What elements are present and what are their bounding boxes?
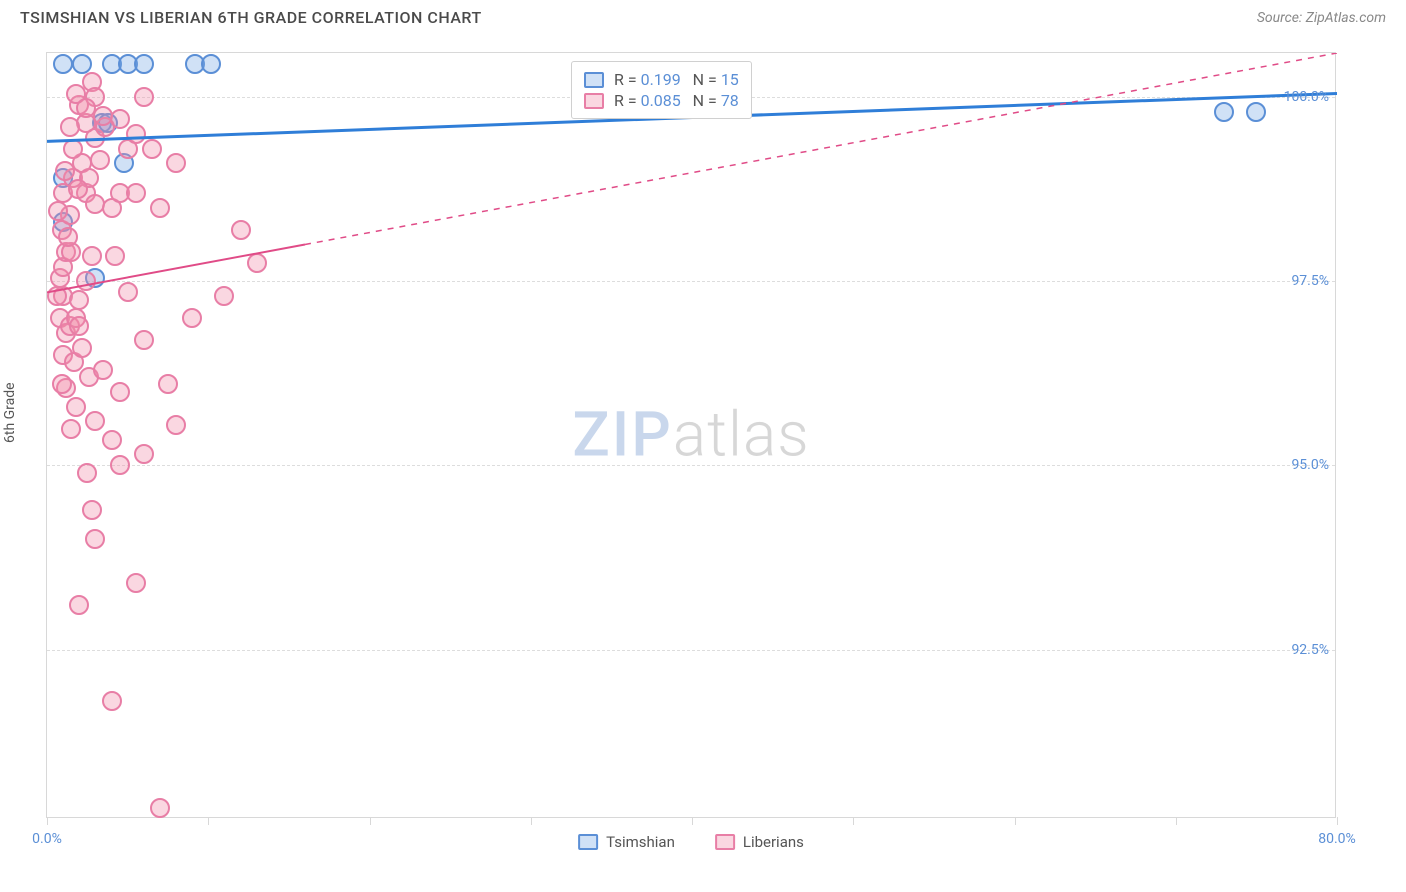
legend-label: Tsimshian: [606, 833, 675, 851]
data-point[interactable]: [76, 98, 96, 118]
data-point[interactable]: [69, 595, 89, 615]
legend-row: R = 0.085 N = 78: [584, 91, 739, 110]
data-point[interactable]: [61, 419, 81, 439]
y-tick-label: 92.5%: [1291, 642, 1329, 658]
data-point[interactable]: [134, 87, 154, 107]
data-point[interactable]: [126, 573, 146, 593]
x-tick: [853, 817, 854, 825]
plot-area: ZIPatlas R = 0.199 N = 15 R = 0.085 N = 7…: [46, 52, 1336, 818]
data-point[interactable]: [85, 529, 105, 549]
data-point[interactable]: [126, 124, 146, 144]
data-point[interactable]: [110, 455, 130, 475]
x-tick: [531, 817, 532, 825]
data-point[interactable]: [142, 139, 162, 159]
data-point[interactable]: [231, 220, 251, 240]
data-point[interactable]: [77, 463, 97, 483]
data-point[interactable]: [134, 54, 154, 74]
x-tick: [692, 817, 693, 825]
data-point[interactable]: [247, 253, 267, 273]
data-point[interactable]: [82, 500, 102, 520]
legend-item[interactable]: Tsimshian: [578, 833, 675, 851]
watermark: ZIPatlas: [572, 399, 809, 472]
y-tick-label: 100.0%: [1284, 89, 1329, 105]
series-legend: Tsimshian Liberians: [578, 833, 804, 851]
x-tick: [1176, 817, 1177, 825]
grid-line: [47, 465, 1335, 466]
grid-line: [47, 650, 1335, 651]
y-tick-label: 97.5%: [1291, 273, 1329, 289]
data-point[interactable]: [166, 415, 186, 435]
x-tick: [370, 817, 371, 825]
data-point[interactable]: [60, 117, 80, 137]
x-tick: [47, 817, 48, 825]
legend-item[interactable]: Liberians: [715, 833, 804, 851]
data-point[interactable]: [69, 316, 89, 336]
data-point[interactable]: [66, 397, 86, 417]
data-point[interactable]: [48, 201, 68, 221]
y-axis-label: 6th Grade: [2, 382, 18, 443]
legend-swatch: [715, 834, 735, 850]
data-point[interactable]: [105, 246, 125, 266]
legend-swatch: [578, 834, 598, 850]
data-point[interactable]: [110, 109, 130, 129]
data-point[interactable]: [76, 271, 96, 291]
data-point[interactable]: [134, 330, 154, 350]
data-point[interactable]: [63, 139, 83, 159]
data-point[interactable]: [150, 198, 170, 218]
data-point[interactable]: [134, 444, 154, 464]
x-tick-label: 0.0%: [32, 831, 62, 847]
legend-text: R = 0.199 N = 15: [614, 70, 739, 89]
data-point[interactable]: [110, 382, 130, 402]
data-point[interactable]: [58, 227, 78, 247]
source-attribution: Source: ZipAtlas.com: [1257, 10, 1386, 26]
data-point[interactable]: [68, 179, 88, 199]
correlation-legend: R = 0.199 N = 15 R = 0.085 N = 78: [571, 61, 752, 119]
data-point[interactable]: [53, 54, 73, 74]
data-point[interactable]: [102, 691, 122, 711]
legend-row: R = 0.199 N = 15: [584, 70, 739, 89]
x-tick: [1015, 817, 1016, 825]
data-point[interactable]: [72, 338, 92, 358]
data-point[interactable]: [201, 54, 221, 74]
x-tick-label: 80.0%: [1318, 831, 1356, 847]
data-point[interactable]: [69, 290, 89, 310]
data-point[interactable]: [1214, 102, 1234, 122]
y-tick-label: 95.0%: [1291, 457, 1329, 473]
legend-swatch: [584, 72, 604, 88]
data-point[interactable]: [93, 360, 113, 380]
trend-line-dashed: [305, 53, 1337, 245]
data-point[interactable]: [52, 374, 72, 394]
data-point[interactable]: [85, 411, 105, 431]
data-point[interactable]: [150, 798, 170, 818]
grid-line: [47, 281, 1335, 282]
data-point[interactable]: [126, 183, 146, 203]
data-point[interactable]: [1246, 102, 1266, 122]
data-point[interactable]: [47, 286, 67, 306]
data-point[interactable]: [90, 150, 110, 170]
header: TSIMSHIAN VS LIBERIAN 6TH GRADE CORRELAT…: [0, 0, 1406, 35]
data-point[interactable]: [55, 161, 75, 181]
chart-container: TSIMSHIAN VS LIBERIAN 6TH GRADE CORRELAT…: [0, 0, 1406, 892]
data-point[interactable]: [166, 153, 186, 173]
trend-lines: [47, 53, 1337, 819]
watermark-part2: atlas: [673, 399, 810, 472]
data-point[interactable]: [118, 282, 138, 302]
legend-label: Liberians: [743, 833, 804, 851]
data-point[interactable]: [158, 374, 178, 394]
chart-title: TSIMSHIAN VS LIBERIAN 6TH GRADE CORRELAT…: [20, 8, 482, 27]
data-point[interactable]: [102, 430, 122, 450]
x-tick: [1337, 817, 1338, 825]
data-point[interactable]: [214, 286, 234, 306]
data-point[interactable]: [182, 308, 202, 328]
legend-swatch: [584, 93, 604, 109]
data-point[interactable]: [72, 54, 92, 74]
legend-text: R = 0.085 N = 78: [614, 91, 739, 110]
data-point[interactable]: [82, 246, 102, 266]
x-tick: [208, 817, 209, 825]
watermark-part1: ZIP: [572, 399, 673, 472]
